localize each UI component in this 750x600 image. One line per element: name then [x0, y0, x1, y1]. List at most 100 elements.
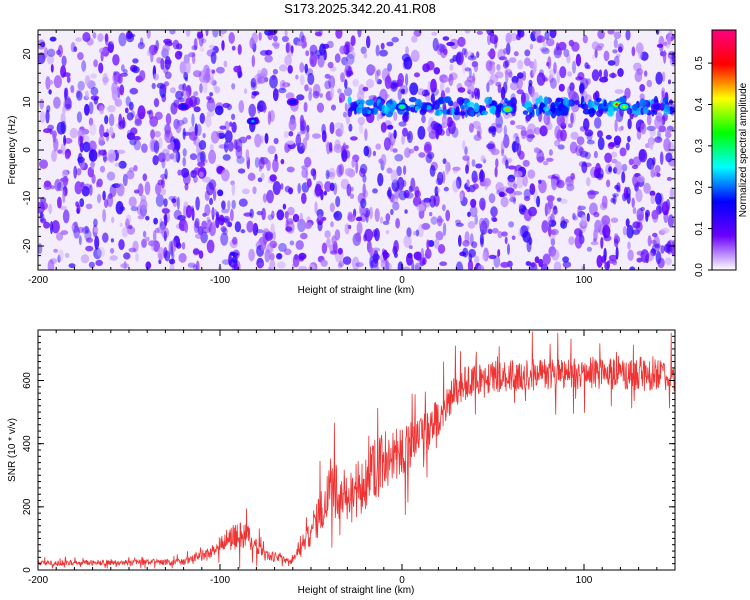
heatmap-cell	[420, 247, 425, 261]
heatmap-cell	[43, 181, 52, 190]
heatmap-cell	[64, 252, 70, 258]
heatmap-cell	[97, 149, 101, 158]
heatmap-cell	[601, 255, 607, 263]
heatmap-cell	[209, 143, 214, 152]
heatmap-cell	[655, 192, 662, 205]
heatmap-cell	[339, 97, 343, 104]
heatmap-cell	[267, 145, 276, 155]
heatmap-cell	[56, 232, 64, 241]
heatmap-cell	[344, 102, 348, 112]
heatmap-cell	[326, 237, 331, 248]
heatmap-cell	[164, 213, 168, 227]
heatmap-cell	[84, 103, 90, 116]
heatmap-cell	[517, 72, 524, 79]
heatmap-cell	[224, 140, 229, 153]
heatmap-cell	[427, 125, 432, 133]
heatmap-cell	[40, 218, 47, 224]
heatmap-cell	[380, 122, 387, 133]
heatmap-cell	[329, 142, 333, 152]
heatmap-cell	[79, 141, 84, 153]
heatmap-cell	[513, 170, 523, 178]
heatmap-cell	[73, 46, 78, 52]
x-tick-label: -100	[210, 575, 230, 586]
heatmap-cell	[401, 134, 406, 145]
heatmap-cell	[216, 66, 225, 74]
heatmap-cell	[591, 54, 596, 60]
heatmap-cell	[479, 168, 484, 181]
heatmap-cell	[551, 177, 558, 191]
heatmap-cell	[646, 113, 652, 126]
heatmap-cell	[482, 158, 487, 164]
heatmap-cell	[109, 247, 115, 254]
heatmap-cell	[294, 253, 299, 261]
heatmap-cell	[238, 136, 248, 144]
heatmap-cell	[350, 35, 356, 47]
heatmap-cell	[599, 76, 609, 83]
heatmap-cell	[459, 192, 464, 202]
heatmap-cell	[102, 232, 109, 243]
heatmap-cell	[63, 97, 73, 111]
heatmap-cell	[363, 52, 368, 59]
heatmap-cell	[578, 147, 585, 155]
heatmap-cell	[344, 87, 353, 97]
heatmap-cell	[426, 60, 435, 71]
heatmap-band-cell	[663, 104, 670, 112]
heatmap-cell	[269, 75, 278, 89]
heatmap-cell	[632, 229, 640, 235]
heatmap-cell	[342, 111, 348, 118]
heatmap-cell	[629, 266, 636, 270]
heatmap-cell	[102, 76, 110, 83]
heatmap-cell	[193, 70, 202, 78]
heatmap-cell	[414, 72, 420, 78]
heatmap-cell	[286, 166, 295, 173]
heatmap-cell	[112, 54, 120, 66]
colorbar-tick-label: 0.5	[694, 56, 705, 70]
heatmap-cell	[482, 252, 488, 261]
heatmap-band-cell	[533, 104, 537, 110]
heatmap-cell	[271, 210, 275, 219]
heatmap-cell	[223, 60, 228, 68]
heatmap-cell	[483, 177, 491, 187]
heatmap-cell	[472, 120, 481, 129]
heatmap-cell	[108, 113, 115, 127]
heatmap-cell	[144, 181, 151, 195]
heatmap-cell	[586, 131, 593, 142]
heatmap-cell	[608, 254, 618, 262]
heatmap-cell	[412, 264, 420, 270]
heatmap-cell	[221, 208, 230, 214]
heatmap-cell	[543, 77, 549, 82]
heatmap-cell	[53, 248, 58, 253]
heatmap-cell	[604, 152, 612, 163]
heatmap-cell	[170, 239, 177, 253]
heatmap-cell	[297, 183, 302, 194]
heatmap-cell	[643, 182, 651, 194]
heatmap-cell	[231, 199, 236, 210]
heatmap-cell	[610, 217, 619, 223]
heatmap-cell	[636, 257, 643, 263]
x-tick-label: 0	[399, 575, 405, 586]
heatmap-cell	[665, 152, 673, 163]
heatmap-cell	[163, 38, 172, 44]
heatmap-cell	[231, 255, 238, 264]
heatmap-cell	[95, 259, 103, 266]
heatmap-cell	[594, 48, 598, 59]
heatmap-cell	[495, 181, 504, 193]
heatmap-cell	[157, 152, 166, 163]
heatmap-cell	[507, 174, 516, 183]
heatmap-cell	[132, 240, 139, 253]
heatmap-cell	[587, 189, 596, 200]
heatmap-cell	[148, 44, 158, 56]
heatmap-cell	[612, 259, 618, 266]
heatmap-cell	[399, 85, 409, 95]
heatmap-cell	[179, 61, 187, 74]
heatmap-cell	[352, 78, 359, 87]
heatmap-cell	[57, 149, 63, 154]
heatmap-cell	[650, 194, 656, 205]
heatmap-cell	[267, 111, 272, 125]
heatmap-cell	[668, 79, 671, 85]
heatmap-cell	[468, 123, 474, 133]
heatmap-cell	[452, 179, 460, 193]
heatmap-cell	[485, 251, 489, 258]
heatmap-cell	[578, 229, 583, 238]
